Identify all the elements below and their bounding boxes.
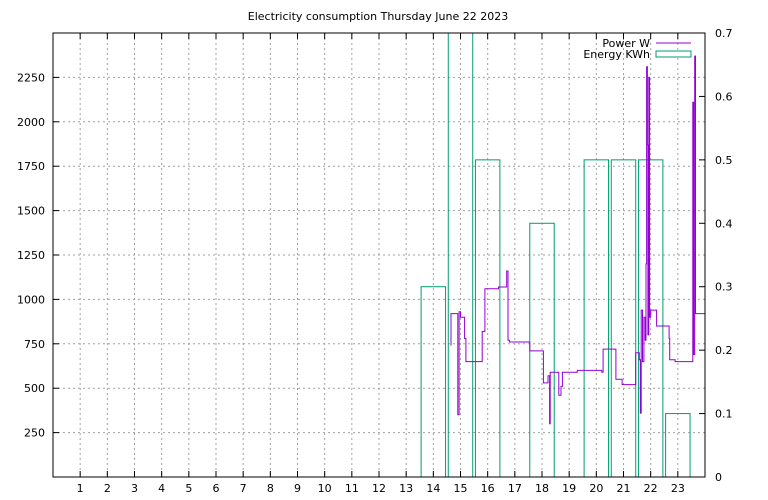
- plot-border: [52, 32, 706, 478]
- y2-tick-label: 0.1: [715, 408, 733, 421]
- x-tick-label: 20: [589, 482, 603, 495]
- x-tick-label: 22: [644, 482, 658, 495]
- x-tick-label: 2: [104, 482, 111, 495]
- power-series: [450, 55, 705, 425]
- x-tick-label: 21: [617, 482, 631, 495]
- x-tick-label: 4: [158, 482, 165, 495]
- legend-label-power: Power W: [602, 37, 650, 50]
- y-tick-label: 1000: [17, 293, 45, 306]
- y-tick-label: 2250: [17, 71, 45, 84]
- x-tick-label: 23: [671, 482, 685, 495]
- y2-tick-label: 0.2: [715, 344, 733, 357]
- y-tick-label: 1750: [17, 160, 45, 173]
- y2-tick-label: 0.3: [715, 281, 733, 294]
- x-tick-label: 6: [213, 482, 220, 495]
- y-tick-label: 250: [24, 427, 45, 440]
- x-tick-label: 14: [426, 482, 440, 495]
- chart-title: Electricity consumption Thursday June 22…: [248, 10, 508, 23]
- y2-tick-label: 0.7: [715, 27, 733, 40]
- x-tick-label: 16: [481, 482, 495, 495]
- x-tick-label: 11: [345, 482, 359, 495]
- y2-tick-label: 0.6: [715, 90, 733, 103]
- x-tick-label: 9: [294, 482, 301, 495]
- y-tick-label: 1250: [17, 249, 45, 262]
- y-tick-label: 750: [24, 338, 45, 351]
- x-tick-label: 17: [508, 482, 522, 495]
- y-tick-label: 1500: [17, 205, 45, 218]
- x-tick-label: 15: [454, 482, 468, 495]
- x-tick-label: 8: [267, 482, 274, 495]
- y2-tick-label: 0: [715, 471, 722, 484]
- grid-lines: [53, 33, 705, 477]
- y2-tick-label: 0.4: [715, 217, 733, 230]
- x-tick-label: 10: [318, 482, 332, 495]
- x-tick-label: 5: [185, 482, 192, 495]
- legend-swatch-energy: [655, 50, 692, 58]
- axes: 1 2 3 4 5 6 7 8 9 10 11 12 13 14 15 16 17 18 19 20 21 22 23250…: [17, 27, 733, 495]
- x-tick-label: 3: [131, 482, 138, 495]
- y-tick-label: 2000: [17, 116, 45, 129]
- x-tick-label: 12: [372, 482, 386, 495]
- legend-label-energy: Energy KWh: [583, 48, 650, 61]
- power-line: [450, 55, 705, 425]
- x-tick-label: 7: [240, 482, 247, 495]
- x-tick-label: 19: [562, 482, 576, 495]
- x-tick-label: 18: [535, 482, 549, 495]
- x-tick-label: 1: [77, 482, 84, 495]
- x-tick-label: 13: [399, 482, 413, 495]
- y-tick-label: 500: [24, 382, 45, 395]
- y2-tick-label: 0.5: [715, 154, 733, 167]
